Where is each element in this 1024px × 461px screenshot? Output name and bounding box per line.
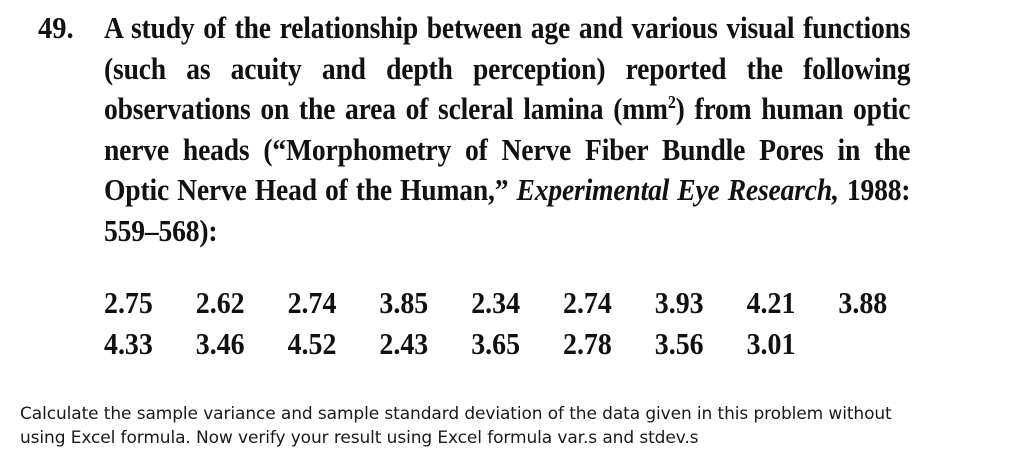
observation-value: 2.34 (471, 285, 521, 320)
problem-text: A study of the relationship between age … (104, 8, 911, 251)
journal-name: Experimental Eye Research, (516, 172, 839, 207)
observation-value: 3.93 (654, 285, 704, 320)
observation-value: 3.88 (838, 285, 888, 320)
question-line-1: Calculate the sample variance and sample… (20, 404, 892, 424)
observation-value: 2.75 (104, 285, 153, 320)
observation-value: 4.21 (746, 285, 796, 320)
problem-source: ) from human optic nerve heads (“Morphom… (104, 91, 911, 207)
observation-value: 2.62 (195, 285, 245, 320)
observations-row-2: 4.33 3.46 4.52 2.43 3.65 2.78 3.56 3.01 (104, 323, 930, 364)
observation-value: 3.46 (195, 326, 245, 361)
journal-citation: 1988: 559–568): (104, 172, 911, 248)
observations-table: 2.75 2.62 2.74 3.85 2.34 2.74 3.93 4.21 … (104, 282, 930, 364)
problem-intro: A study of the relationship between age … (104, 10, 911, 126)
problem-number: 49. (38, 10, 74, 45)
observation-value: 3.56 (654, 326, 704, 361)
observation-value: 3.65 (471, 326, 521, 361)
observations-row-1: 2.75 2.62 2.74 3.85 2.34 2.74 3.93 4.21 … (104, 282, 930, 323)
unit-superscript: 2 (667, 92, 676, 112)
question-line-2: using Excel formula. Now verify your res… (20, 428, 699, 448)
observation-value: 4.33 (104, 326, 153, 361)
observation-value: 2.74 (563, 285, 612, 320)
problem-statement: 49. A study of the relationship between … (38, 8, 918, 251)
observation-value: 3.01 (746, 326, 796, 361)
observation-value: 3.85 (379, 285, 429, 320)
observation-value: 2.78 (563, 326, 612, 361)
question-text: Calculate the sample variance and sample… (20, 402, 920, 450)
observation-value: 2.74 (287, 285, 337, 320)
observation-value: 2.43 (379, 326, 429, 361)
observation-value: 4.52 (287, 326, 337, 361)
